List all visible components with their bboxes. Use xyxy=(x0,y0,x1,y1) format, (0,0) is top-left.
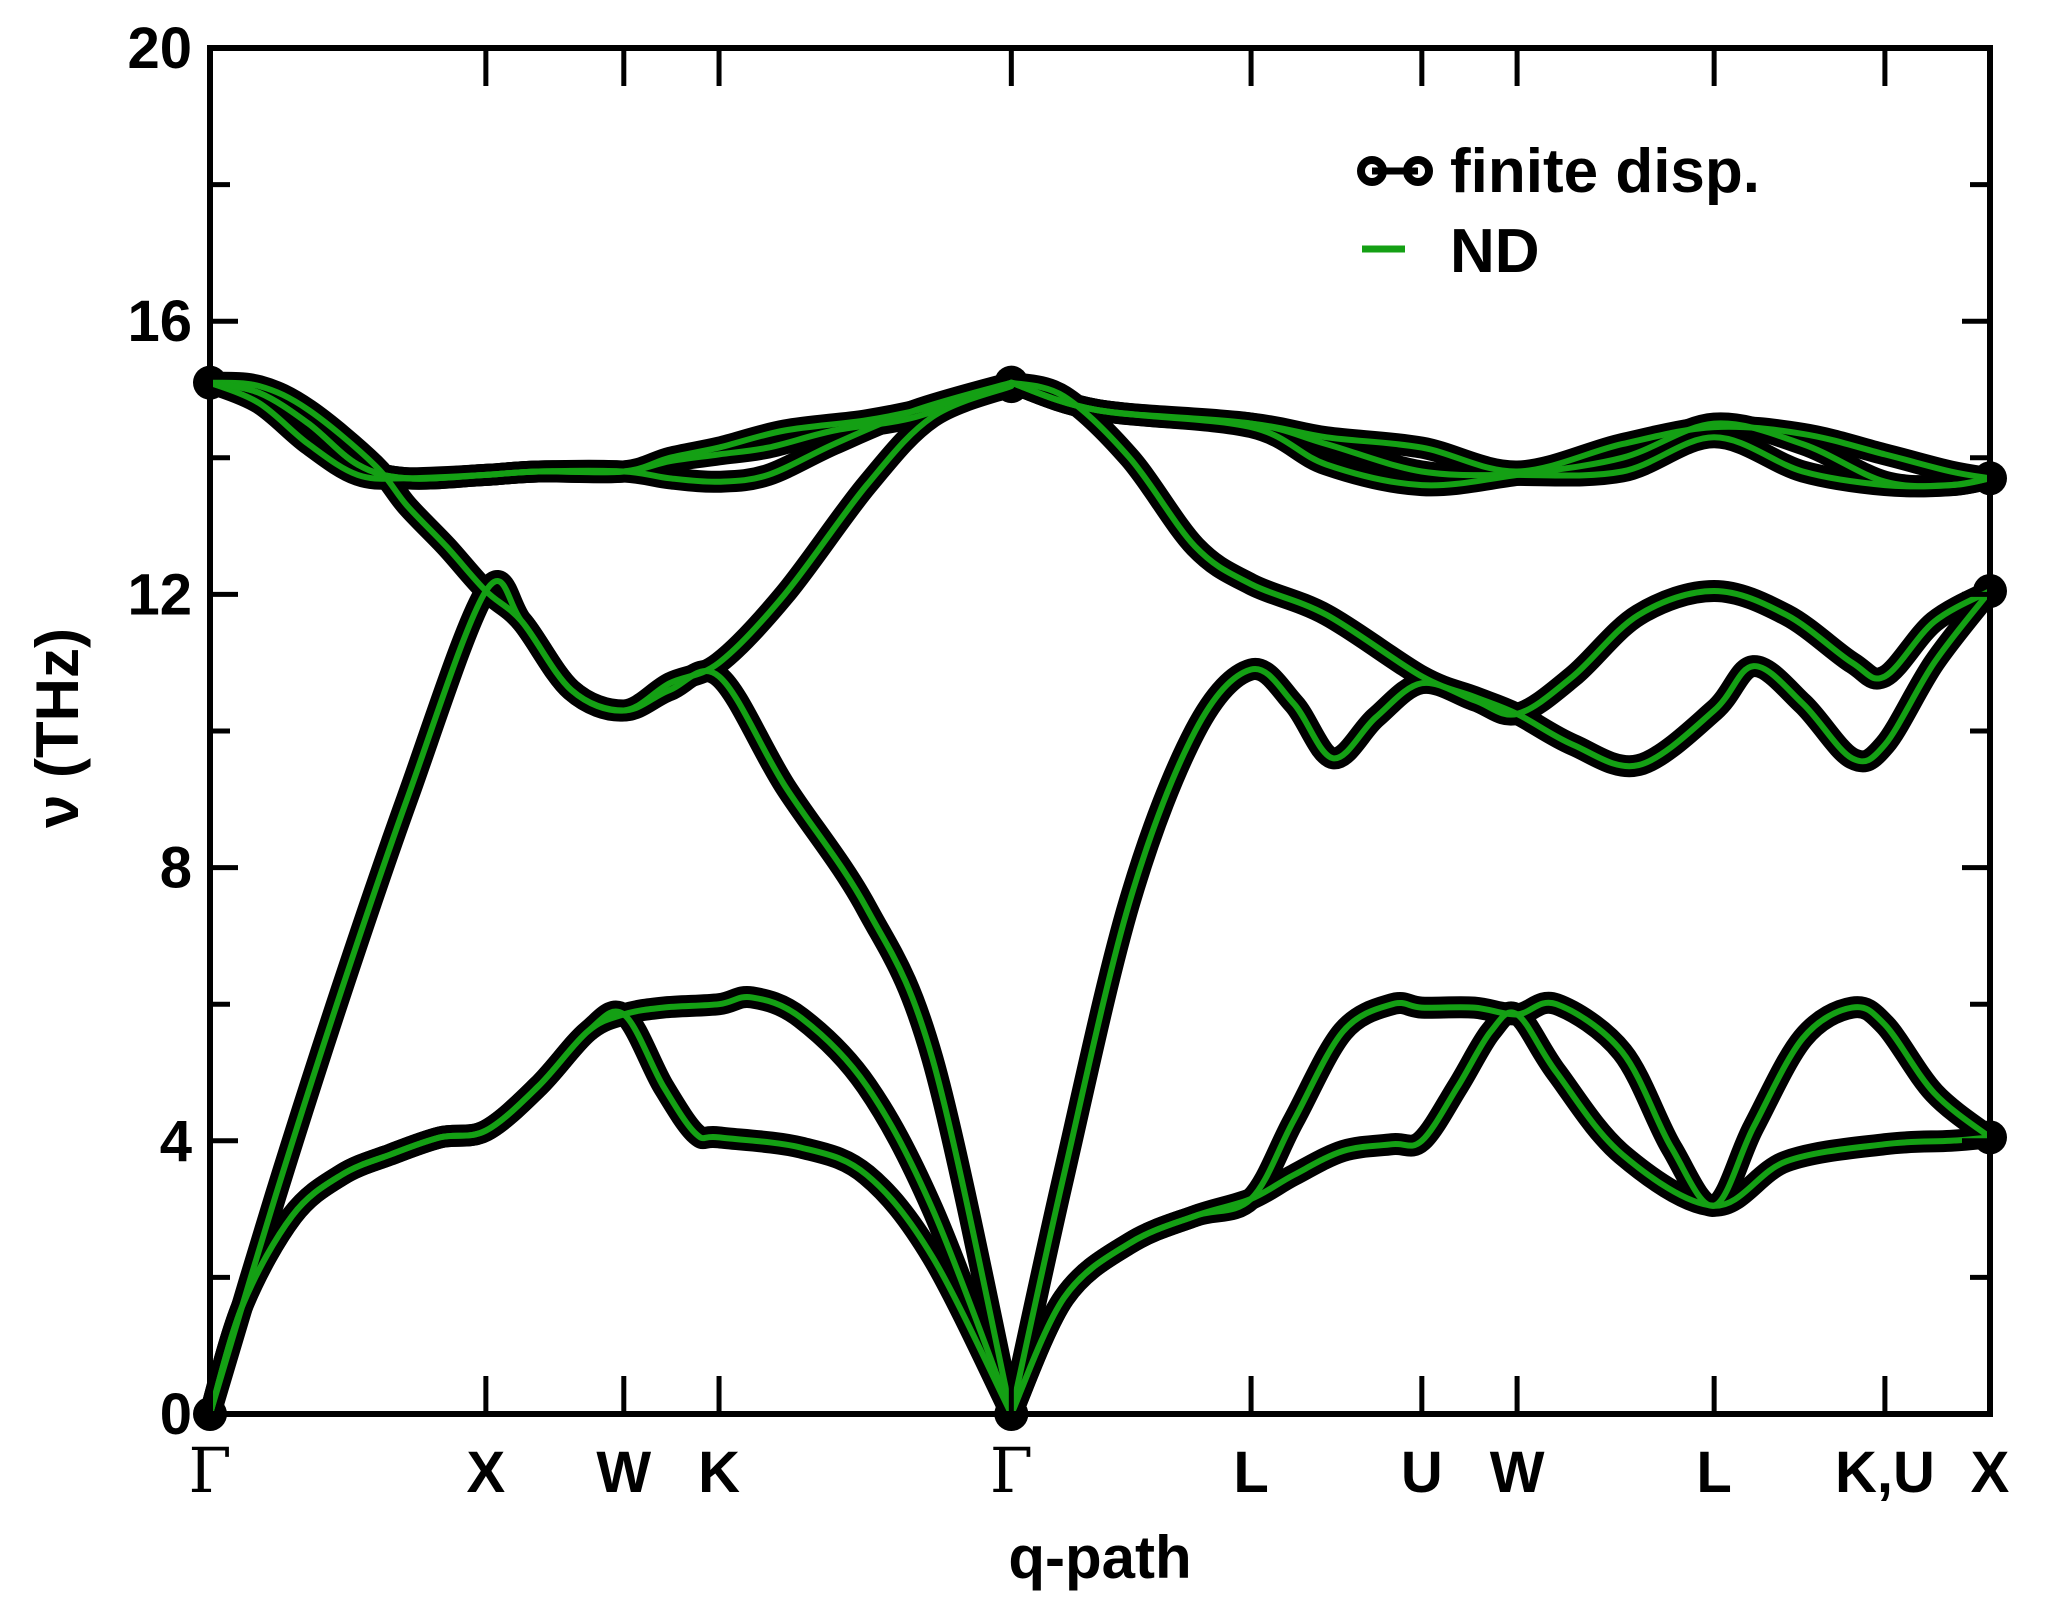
finite-disp-bands xyxy=(193,365,2007,1431)
nd-band-9 xyxy=(1008,999,1993,1417)
nd-band-7 xyxy=(1008,588,1993,1417)
y-axis-ticks: 0 4 8 12 16 20 xyxy=(127,16,1990,1447)
legend: finite disp. ND xyxy=(1357,137,1760,286)
x-tick-label-0: Γ xyxy=(188,1434,231,1507)
x-tick-label-9: K,U xyxy=(1835,1440,1935,1505)
x-tick-label-6: U xyxy=(1401,1440,1443,1505)
x-axis-label: q-path xyxy=(1008,1524,1191,1591)
x-tick-label-2: W xyxy=(596,1440,651,1505)
x-tick-label-1: X xyxy=(467,1440,506,1505)
nd-band-13 xyxy=(1008,379,1993,490)
nd-band-1 xyxy=(207,993,1015,1417)
x-tick-label-4: Γ xyxy=(990,1434,1033,1507)
nd-band-3 xyxy=(207,379,1015,714)
y-tick-label-0: 0 xyxy=(160,1382,192,1447)
finite-disp-band-0 xyxy=(199,1000,1023,1425)
x-tick-label-5: L xyxy=(1233,1440,1268,1505)
legend-item-nd: ND xyxy=(1362,217,1540,286)
nd-bands xyxy=(207,379,1993,1417)
y-tick-label-20: 20 xyxy=(127,16,192,81)
nd-band-10 xyxy=(1008,379,1993,770)
nd-band-6 xyxy=(207,379,1015,482)
legend-label-nd: ND xyxy=(1450,217,1540,286)
x-tick-label-7: W xyxy=(1490,1440,1545,1505)
x-tick-label-10: X xyxy=(1971,1440,2010,1505)
x-axis-ticks: Γ X W K Γ L U W L K,U X xyxy=(188,48,2010,1507)
finite-disp-band-9 xyxy=(1000,991,2001,1425)
y-tick-label-8: 8 xyxy=(160,836,192,901)
y-tick-label-12: 12 xyxy=(127,562,192,627)
x-tick-label-8: L xyxy=(1696,1440,1731,1505)
x-tick-label-3: K xyxy=(698,1440,740,1505)
legend-marker-left xyxy=(1357,156,1387,186)
legend-marker-right xyxy=(1403,156,1433,186)
y-axis-label: ν (THz) xyxy=(24,628,91,828)
finite-disp-band-8 xyxy=(1000,1001,2001,1425)
legend-label-finite-disp: finite disp. xyxy=(1450,137,1760,206)
nd-band-8 xyxy=(1008,1009,1993,1417)
y-tick-label-16: 16 xyxy=(127,289,192,354)
legend-item-finite-disp: finite disp. xyxy=(1357,137,1760,206)
y-tick-label-4: 4 xyxy=(160,1109,192,1174)
